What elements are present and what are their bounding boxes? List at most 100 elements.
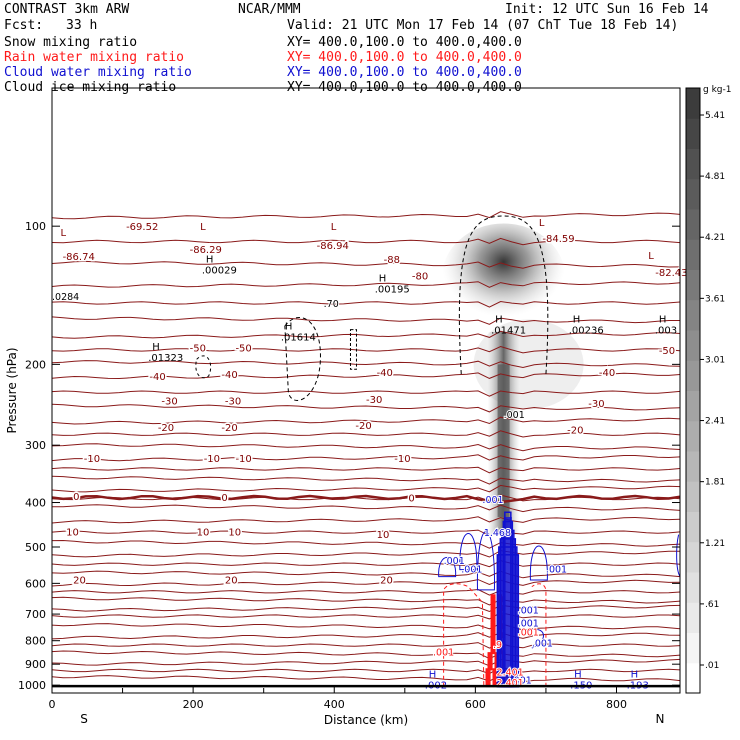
contour-label: 10 — [228, 527, 241, 538]
colorbar-swatch — [686, 118, 700, 149]
isotherm-line — [51, 345, 681, 354]
contour-label: -30 — [366, 395, 382, 406]
plot-frame — [51, 87, 681, 694]
field-cloudwater-xy: XY= 400.0,100.0 to 400.0,400.0 — [287, 65, 522, 80]
y-tick-label: 1000 — [18, 679, 46, 692]
extremum-value: .01614 — [281, 333, 316, 344]
colorbar-swatch — [686, 239, 700, 270]
contour-label: -82.43 — [655, 268, 687, 279]
x-tick-label: 800 — [606, 698, 627, 711]
cloud-water-cell — [476, 531, 495, 591]
org-label: NCAR/MMM — [238, 2, 301, 17]
isotherm-line — [51, 516, 681, 524]
isotherm-line — [51, 588, 681, 596]
isotherm-line — [51, 316, 680, 325]
x-tick-label: 200 — [183, 698, 204, 711]
contour-label: -50 — [190, 344, 206, 355]
colorbar-swatch — [686, 330, 700, 361]
extremum-mark: H — [573, 314, 581, 325]
colorbar-swatch — [686, 148, 700, 180]
isotherm-line — [51, 579, 681, 587]
cloud-water-cell — [676, 534, 681, 577]
cloud-ice-cell — [349, 329, 357, 370]
colorbar-swatch — [686, 541, 700, 573]
isotherm-line — [51, 237, 681, 246]
x-tick-label: 600 — [465, 698, 486, 711]
colorbar-swatch — [686, 88, 700, 119]
colorbar-tick-label: 1.21 — [705, 539, 725, 549]
contour-label: -88 — [384, 255, 400, 266]
isotherm-line — [51, 390, 681, 397]
extremum-value: .00236 — [569, 325, 604, 336]
isotherm-line — [51, 504, 681, 513]
extremum-value: .00029 — [202, 266, 237, 277]
field-rain-name: Rain water mixing ratio — [4, 50, 185, 65]
x-end-label-north: N — [656, 712, 665, 726]
isotherm-line — [51, 211, 681, 220]
isotherm-line — [51, 300, 681, 308]
contour-label: 20 — [225, 575, 238, 586]
field-value-label: .001 — [504, 410, 525, 421]
colorbar-tick-label: 4.81 — [705, 172, 725, 182]
extremum-mark: H — [429, 669, 437, 680]
field-cloudwater-name: Cloud water mixing ratio — [4, 65, 192, 80]
colorbar-tick-label: 3.61 — [705, 294, 725, 304]
colorbar-swatch — [686, 360, 700, 391]
isotherm-line — [51, 403, 681, 413]
contour-label: -40 — [599, 368, 615, 379]
colorbar-swatch — [686, 269, 700, 301]
cloud-ice-envelope — [195, 215, 549, 401]
isotherm-line — [51, 529, 681, 537]
isotherm-line — [51, 372, 681, 380]
cloud-water-cell — [459, 533, 478, 571]
cloud-water-cell — [438, 557, 457, 578]
colorbar-swatch — [686, 420, 700, 452]
snow-plume-anvil — [441, 223, 566, 334]
field-rain-xy: XY= 400.0,100.0 to 400.0,400.0 — [287, 50, 522, 65]
contour-label: 10 — [197, 527, 210, 538]
cloud-water-core — [503, 516, 512, 687]
colorbar-tick-label: 5.41 — [705, 111, 725, 121]
y-tick-label: 300 — [25, 439, 46, 452]
contour-label: -20 — [355, 421, 371, 432]
isotherm-line — [51, 360, 681, 369]
colorbar-swatch — [686, 481, 700, 512]
colorbar-frame — [685, 87, 701, 694]
contour-label: -86.29 — [190, 245, 222, 256]
field-snow-xy: XY= 400.0,100.0 to 400.0,400.0 — [287, 35, 522, 50]
y-tick-label: 400 — [25, 497, 46, 510]
contour-label: -10 — [84, 454, 100, 465]
colorbar-swatch — [686, 511, 700, 543]
extremum-value: .003 — [655, 325, 677, 336]
isotherm-line — [51, 281, 681, 288]
contour-label: 10 — [377, 530, 390, 541]
colorbar-tick-label: 3.01 — [705, 355, 725, 365]
isotherm-line — [51, 666, 681, 675]
extremum-mark: H — [631, 669, 639, 680]
y-tick-label: 200 — [25, 358, 46, 371]
colorbar-swatch — [686, 632, 700, 664]
y-tick-label: 900 — [25, 658, 46, 671]
colorbar-units: g kg-1 — [703, 85, 731, 95]
x-tick-label: 0 — [49, 698, 56, 711]
isotherm-line — [51, 454, 681, 462]
cloud-water-cell — [528, 628, 544, 649]
contour-label: -30 — [161, 397, 177, 408]
y-tick-label: 100 — [25, 220, 46, 233]
isotherm-line — [51, 550, 681, 558]
field-value-label: .9 — [493, 640, 502, 651]
field-value-label: 2.401 — [497, 667, 524, 678]
contour-label: -30 — [225, 397, 241, 408]
contour-label: 10 — [66, 528, 79, 539]
y-tick-label: 600 — [25, 577, 46, 590]
extremum-mark: L — [200, 222, 206, 233]
contour-label: -40 — [377, 368, 393, 379]
extremum-mark: H — [574, 669, 582, 680]
contour-label: -69.52 — [126, 222, 158, 233]
x-end-label-south: S — [80, 712, 88, 726]
colorbar-swatch — [686, 572, 700, 603]
contour-label: 0 — [408, 493, 414, 504]
extremum-mark: H — [659, 314, 667, 325]
isotherm-line — [51, 416, 681, 425]
